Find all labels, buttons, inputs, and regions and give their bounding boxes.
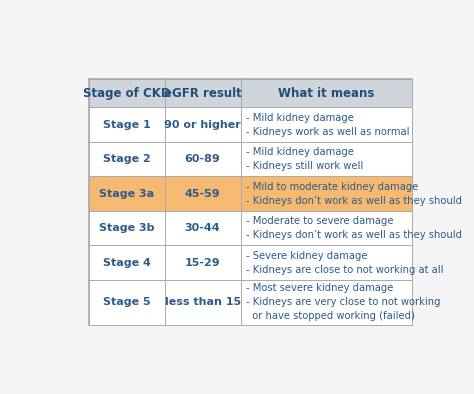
- Bar: [241, 79, 412, 108]
- Bar: [89, 79, 412, 325]
- Bar: [164, 245, 241, 280]
- Text: - Severe kidney damage
- Kidneys are close to not working at all: - Severe kidney damage - Kidneys are clo…: [246, 251, 444, 275]
- Bar: [89, 79, 164, 108]
- Text: Stage 3b: Stage 3b: [99, 223, 155, 233]
- Text: - Mild kidney damage
- Kidneys work as well as normal: - Mild kidney damage - Kidneys work as w…: [246, 113, 410, 137]
- Text: 15-29: 15-29: [185, 258, 220, 268]
- Text: Stage 4: Stage 4: [103, 258, 151, 268]
- Text: What it means: What it means: [278, 87, 374, 100]
- Text: 45-59: 45-59: [185, 189, 220, 199]
- Bar: [164, 79, 241, 108]
- Text: eGFR result: eGFR result: [164, 87, 241, 100]
- Bar: [241, 177, 412, 211]
- Bar: [241, 211, 412, 245]
- Bar: [89, 280, 164, 325]
- Text: 90 or higher: 90 or higher: [164, 120, 241, 130]
- Text: Stage 1: Stage 1: [103, 120, 151, 130]
- Text: - Mild kidney damage
- Kidneys still work well: - Mild kidney damage - Kidneys still wor…: [246, 147, 364, 171]
- Bar: [164, 177, 241, 211]
- Bar: [164, 142, 241, 177]
- Bar: [89, 211, 164, 245]
- Text: - Moderate to severe damage
- Kidneys don’t work as well as they should: - Moderate to severe damage - Kidneys do…: [246, 216, 462, 240]
- Bar: [89, 108, 164, 142]
- Text: 30-44: 30-44: [185, 223, 220, 233]
- Text: Stage 5: Stage 5: [103, 297, 150, 307]
- Bar: [241, 142, 412, 177]
- Bar: [89, 142, 164, 177]
- Bar: [164, 108, 241, 142]
- Bar: [241, 280, 412, 325]
- Text: less than 15: less than 15: [164, 297, 241, 307]
- Text: - Mild to moderate kidney damage
- Kidneys don’t work as well as they should: - Mild to moderate kidney damage - Kidne…: [246, 182, 462, 206]
- Bar: [164, 280, 241, 325]
- Text: Stage 3a: Stage 3a: [99, 189, 154, 199]
- Text: Stage of CKD: Stage of CKD: [83, 87, 171, 100]
- Bar: [89, 177, 164, 211]
- Text: - Most severe kidney damage
- Kidneys are very close to not working
  or have st: - Most severe kidney damage - Kidneys ar…: [246, 283, 441, 322]
- Bar: [241, 245, 412, 280]
- Text: 60-89: 60-89: [185, 154, 220, 164]
- Bar: [241, 108, 412, 142]
- Text: Stage 2: Stage 2: [103, 154, 151, 164]
- Bar: [164, 211, 241, 245]
- Bar: [89, 245, 164, 280]
